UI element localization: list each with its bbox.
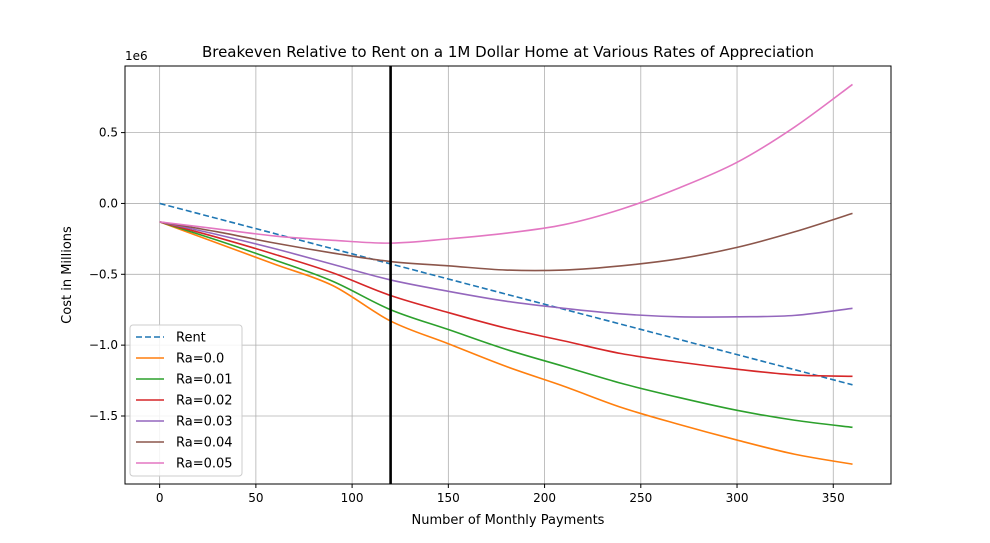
legend-label: Ra=0.01 (176, 373, 233, 388)
y-tick-label: 0.0 (99, 196, 118, 210)
x-tick-label: 200 (533, 491, 556, 505)
y-axis-offset-label: 1e6 (125, 49, 148, 63)
legend-label: Ra=0.03 (176, 415, 233, 430)
series-lines (159, 83, 853, 465)
x-tick-label: 250 (629, 491, 652, 505)
series-line-rent (159, 202, 853, 386)
y-axis-label: Cost in Millions (60, 226, 75, 324)
series-line-ra-0-03 (159, 221, 853, 318)
legend: Rent Ra=0.0 Ra=0.01 Ra=0.02 Ra=0.03 Ra=0.04 Ra… (129, 324, 243, 477)
series-line-ra-0-02 (159, 221, 853, 378)
y-tick-label: −0.5 (89, 267, 118, 281)
y-tick-label: −1.5 (89, 409, 118, 423)
legend-label: Ra=0.0 (176, 352, 224, 367)
series-line-ra-0-05 (159, 83, 853, 244)
x-tick-label: 150 (437, 491, 460, 505)
series-line-ra-0-0 (159, 221, 853, 465)
x-tick-label: 0 (156, 491, 164, 505)
series-line-ra-0-04 (159, 212, 853, 272)
y-tick-label: −1.0 (89, 338, 118, 352)
grid (125, 66, 891, 484)
legend-label: Ra=0.05 (176, 457, 233, 472)
x-tick-label: 350 (822, 491, 845, 505)
legend-label: Rent (176, 331, 206, 346)
series-line-ra-0-01 (159, 221, 853, 429)
legend-label: Ra=0.04 (176, 436, 233, 451)
x-axis-label: Number of Monthly Payments (412, 513, 605, 528)
y-tick-label: 0.5 (99, 126, 118, 140)
chart-title: Breakeven Relative to Rent on a 1M Dolla… (202, 43, 814, 61)
legend-label: Ra=0.02 (176, 394, 233, 409)
x-tick-label: 100 (341, 491, 364, 505)
legend-box (129, 324, 243, 477)
axis-ticks: 0 50 100 150 200 250 300 350 −1.5 −1.0 −0.5 0.0 0.5 (89, 126, 845, 505)
x-tick-label: 50 (248, 491, 263, 505)
x-tick-label: 300 (726, 491, 749, 505)
plot-frame (124, 65, 892, 485)
